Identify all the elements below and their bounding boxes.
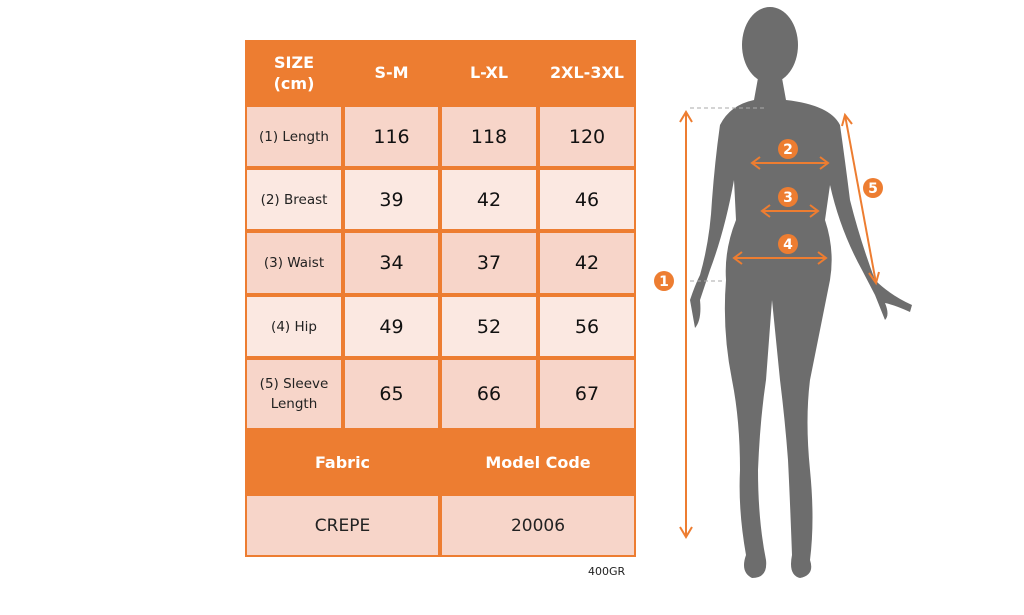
- weight-note: 400GR: [588, 565, 626, 578]
- measurement-value: 34: [345, 233, 438, 293]
- measurement-value: 42: [540, 233, 634, 293]
- measurement-value: 120: [540, 107, 634, 166]
- measurement-value: 37: [442, 233, 536, 293]
- header-model-code: Model Code: [485, 452, 591, 472]
- fabric-value: CREPE: [247, 496, 438, 555]
- sleeve-arrow: [844, 114, 877, 284]
- header-size: SIZE: [273, 52, 314, 72]
- row-label: (1) Length: [247, 107, 341, 166]
- marker-2: 2: [783, 142, 793, 158]
- marker-1: 1: [659, 274, 669, 290]
- measurement-value: 66: [442, 360, 536, 428]
- model-code-value: 20006: [442, 496, 634, 555]
- measurement-value: 46: [540, 170, 634, 229]
- measurement-value: 65: [345, 360, 438, 428]
- measurement-value: 116: [345, 107, 438, 166]
- row-label-line: Length: [270, 396, 318, 412]
- marker-3: 3: [783, 190, 793, 206]
- measurement-value: 56: [540, 297, 634, 356]
- measurement-value: 39: [345, 170, 438, 229]
- row-label: (2) Breast: [247, 170, 341, 229]
- header-s-m: S-M: [374, 63, 409, 82]
- header-size-cm: SIZE (cm): [245, 40, 343, 105]
- measurement-value: 118: [442, 107, 536, 166]
- header-fabric: Fabric: [314, 452, 371, 472]
- header-2xl-3xl: 2XL-3XL: [550, 63, 624, 82]
- measurement-markers: 1 2 3 4 5: [654, 139, 883, 291]
- marker-5: 5: [868, 181, 878, 197]
- header-l-xl: L-XL: [469, 63, 509, 82]
- silhouette-icon: [690, 7, 912, 578]
- size-chart-table: SIZE (cm) S-M L-XL 2XL-3XL (1) Length 116…: [245, 40, 636, 557]
- measurement-value: 52: [442, 297, 536, 356]
- marker-4: 4: [783, 237, 793, 253]
- row-label: (5) Sleeve Length: [247, 360, 341, 428]
- measurement-value: 49: [345, 297, 438, 356]
- header-unit: (cm): [273, 73, 315, 93]
- measurement-value: 42: [442, 170, 536, 229]
- row-label-line: (5) Sleeve: [259, 376, 329, 392]
- row-label: (3) Waist: [247, 233, 341, 293]
- row-label: (4) Hip: [247, 297, 341, 356]
- measurement-value: 67: [540, 360, 634, 428]
- body-silhouette-diagram: 1 2 3 4 5: [654, 7, 912, 578]
